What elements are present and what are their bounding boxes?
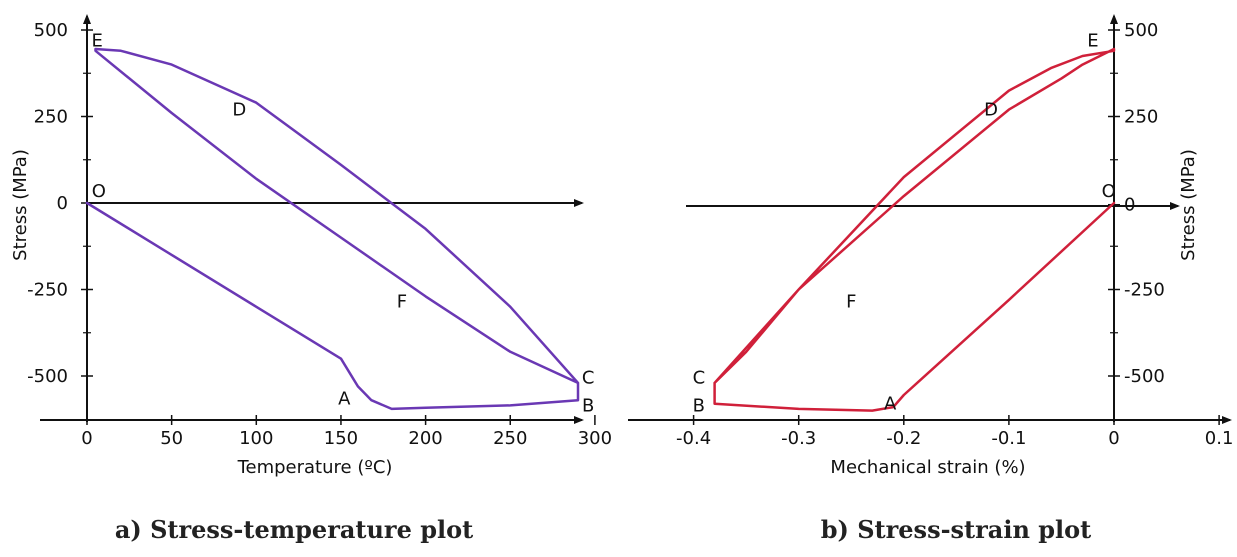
x-tick-label: -0.1 (991, 428, 1026, 449)
point-label-f: F (397, 292, 407, 313)
chart-a-axes (40, 14, 584, 424)
y-tick-label: -250 (27, 280, 68, 301)
chart-b-axes (628, 14, 1232, 424)
y-tick-label: -500 (1124, 366, 1165, 387)
y-tick-label: 250 (34, 107, 68, 128)
point-label-a: A (338, 388, 351, 409)
point-label-d: D (232, 100, 246, 121)
y-tick-label: -500 (27, 366, 68, 387)
point-label-e: E (91, 30, 102, 51)
chart-b-ticks: -0.4 -0.3 -0.2 -0.1 0 0.1 500 250 0 -250 -500 (676, 20, 1233, 449)
point-label-o: O (1102, 181, 1116, 202)
point-label-o: O (92, 181, 106, 202)
chart-a-caption: a) Stress-temperature plot (115, 515, 473, 544)
point-label-c: C (693, 368, 706, 389)
y-tick-label: 250 (1124, 107, 1158, 128)
x-tick-label: -0.3 (781, 428, 816, 449)
chart-b-annotations: O A BC D E F (693, 30, 1116, 416)
x-tick-label: -0.2 (886, 428, 921, 449)
point-label-f: F (846, 292, 856, 313)
chart-b-ylabel: Stress (MPa) (1178, 149, 1199, 261)
point-label-b: B (582, 395, 594, 416)
stress-strain-chart: -0.4 -0.3 -0.2 -0.1 0 0.1 500 250 0 -250 -500 O A BC… (628, 14, 1233, 544)
x-tick-label: 0 (1108, 428, 1119, 449)
y-tick-label: -250 (1124, 280, 1165, 301)
x-tick-label: 250 (493, 428, 527, 449)
stress-temperature-chart: 0 50 100 150 200 250 300 500 250 0 -250 -500 O A BC D E… (10, 14, 612, 544)
point-label-e: E (1087, 30, 1098, 51)
y-tick-label: 500 (1124, 20, 1158, 41)
chart-a-xlabel: Temperature (ºC) (237, 457, 393, 478)
chart-a-ticks: 0 50 100 150 200 250 300 500 250 0 -250 -500 (27, 20, 612, 449)
x-tick-label: 150 (324, 428, 358, 449)
point-label-d: D (984, 100, 998, 121)
chart-b-xlabel: Mechanical strain (%) (830, 457, 1025, 478)
chart-b-series (713, 47, 1116, 412)
x-tick-label: 300 (578, 428, 612, 449)
x-tick-label: 200 (408, 428, 442, 449)
chart-b-caption: b) Stress-strain plot (821, 515, 1092, 544)
point-label-b: B (693, 395, 705, 416)
x-tick-label: 0.1 (1205, 428, 1234, 449)
y-tick-label: 0 (1124, 195, 1135, 216)
y-tick-label: 500 (34, 20, 68, 41)
chart-a-series (85, 47, 580, 411)
x-tick-label: 0 (81, 428, 92, 449)
x-tick-label: 50 (160, 428, 183, 449)
y-tick-label: 0 (57, 193, 68, 214)
chart-a-ylabel: Stress (MPa) (10, 149, 31, 261)
hysteresis-loop-curve (85, 47, 580, 411)
x-tick-label: -0.4 (676, 428, 711, 449)
hysteresis-loop-curve (713, 47, 1116, 412)
point-label-a: A (884, 394, 897, 415)
point-label-c: C (582, 368, 595, 389)
chart-a-annotations: O A BC D E F (91, 30, 594, 416)
x-tick-label: 100 (239, 428, 273, 449)
